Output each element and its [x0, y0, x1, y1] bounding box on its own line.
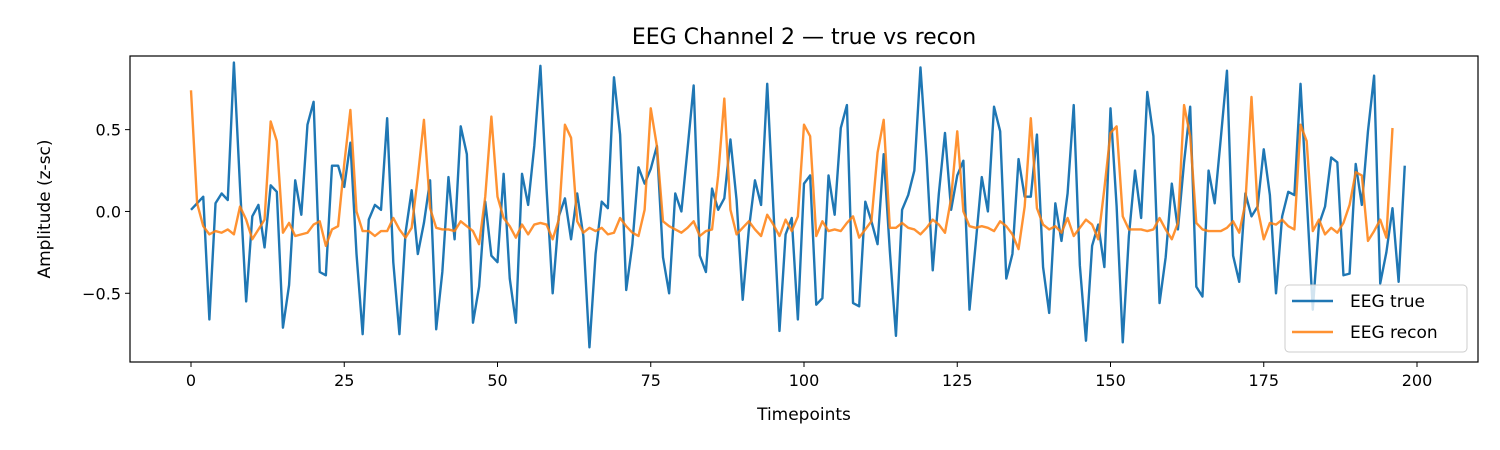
x-tick-label: 150: [1095, 371, 1126, 390]
x-tick-label: 75: [641, 371, 661, 390]
x-tick-label: 175: [1248, 371, 1279, 390]
x-tick-label: 0: [186, 371, 196, 390]
x-tick-label: 50: [487, 371, 507, 390]
y-tick-label: 0.0: [96, 202, 121, 221]
legend-label-true: EEG true: [1350, 292, 1425, 312]
x-tick-label: 125: [942, 371, 973, 390]
x-tick-label: 25: [334, 371, 354, 390]
x-tick-label: 100: [789, 371, 820, 390]
x-axis-label: Timepoints: [756, 405, 851, 425]
chart-title: EEG Channel 2 — true vs recon: [632, 25, 976, 50]
y-tick-label: 0.5: [96, 121, 121, 140]
y-axis-label: Amplitude (z-sc): [35, 139, 55, 278]
y-tick-label: −0.5: [82, 284, 121, 303]
series-line-eeg-recon: [189, 90, 1394, 251]
x-tick-label: 200: [1402, 371, 1433, 390]
series-line-eeg-true: [190, 61, 1406, 349]
legend-label-recon: EEG recon: [1350, 323, 1438, 343]
legend: EEG true EEG recon: [1284, 284, 1468, 353]
